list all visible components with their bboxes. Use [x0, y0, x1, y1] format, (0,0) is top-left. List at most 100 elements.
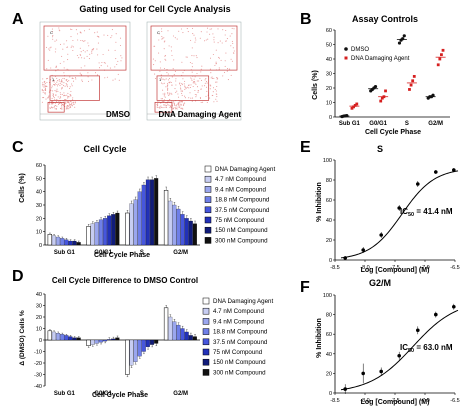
bar: [51, 331, 56, 341]
flow-event-dot: [111, 35, 113, 37]
flow-event-dot: [115, 41, 117, 43]
flow-event-dot: [52, 38, 54, 40]
bar: [154, 178, 159, 246]
flow-event-dot: [209, 57, 212, 59]
flow-event-dot: [74, 102, 76, 104]
flow-event-dot: [51, 100, 53, 103]
legend-marker-dmso: [344, 47, 348, 51]
x-tick-label: G2/M: [173, 391, 188, 397]
bar: [94, 339, 99, 344]
y-tick-label: 20: [326, 371, 332, 377]
flow-event-dot: [205, 86, 208, 88]
flow-event-dot: [154, 60, 156, 62]
flow-event-dot: [225, 29, 227, 32]
flow-event-dot: [174, 37, 176, 39]
flow-event-dot: [200, 31, 202, 33]
bar: [137, 191, 142, 246]
flow-event-dot: [199, 37, 201, 39]
flow-event-dot: [91, 79, 93, 81]
legend-swatch: [202, 369, 210, 376]
flow-event-dot: [160, 74, 162, 76]
bar: [141, 184, 146, 246]
y-tick-label: 40: [326, 352, 332, 358]
flow-event-dot: [46, 68, 48, 70]
data-point: [379, 233, 384, 237]
x-tick-label: -7.5: [390, 398, 399, 404]
flow-event-dot: [167, 73, 169, 75]
data-point: [343, 256, 348, 260]
flow-event-dot: [166, 86, 168, 88]
flow-event-dot: [43, 81, 46, 83]
flow-event-dot: [231, 33, 233, 35]
flow-event-dot: [212, 53, 214, 56]
bar: [188, 335, 193, 341]
y-tick-label: -40: [34, 384, 42, 390]
flow-event-dot: [71, 104, 73, 106]
flow-event-dot: [167, 79, 169, 81]
flow-event-dot: [181, 92, 183, 94]
flow-event-dot: [184, 85, 186, 87]
bar: [111, 214, 116, 246]
y-tick-label: 60: [326, 198, 332, 204]
bar: [98, 219, 103, 246]
legend-swatch: [202, 338, 210, 346]
flow-event-dot: [61, 83, 63, 85]
data-point: [352, 105, 355, 109]
flow-event-dot: [58, 83, 60, 85]
flow-event-dot: [162, 93, 164, 95]
flow-event-dot: [61, 105, 63, 107]
legend-swatch: [204, 196, 212, 203]
flow-event-dot: [67, 92, 69, 94]
flow-event-dot: [220, 59, 222, 61]
flow-event-dot: [56, 88, 58, 90]
flow-event-dot: [158, 39, 160, 41]
flow-event-dot: [209, 97, 211, 99]
flow-event-dot: [178, 104, 180, 106]
flow-event-dot: [177, 103, 179, 105]
flow-event-dot: [173, 102, 175, 104]
flow-event-dot: [70, 90, 72, 92]
flow-event-dot: [181, 84, 183, 86]
flow-event-dot: [233, 28, 235, 30]
flow-event-dot: [106, 76, 108, 78]
flow-event-dot: [96, 31, 98, 33]
flow-event-dot: [61, 106, 63, 108]
panel-b-title: Assay Controls: [352, 14, 418, 24]
flow-event-dot: [159, 107, 161, 109]
flow-event-dot: [214, 64, 216, 67]
flow-event-dot: [177, 93, 179, 95]
flow-event-dot: [193, 55, 195, 57]
flow-event-dot: [206, 27, 209, 29]
y-tick-label: 80: [326, 178, 332, 184]
panel-c-legend: DNA Damaging Agent 4.7 nM Compound 9.4 nM …: [204, 165, 275, 244]
flow-event-dot: [55, 101, 58, 103]
flow-event-dot: [49, 103, 51, 105]
flow-event-dot: [63, 67, 65, 69]
flow-event-dot: [97, 42, 99, 44]
flow-event-dot: [192, 33, 194, 35]
flow-event-dot: [96, 48, 98, 50]
flow-event-dot: [41, 89, 43, 91]
flow-event-dot: [112, 79, 114, 81]
flow-event-dot: [56, 83, 58, 86]
flow-event-dot: [62, 85, 65, 87]
flow-event-dot: [170, 92, 172, 94]
flow-event-dot: [165, 106, 168, 108]
flow-event-dot: [70, 46, 72, 48]
x-tick-label: -8.0: [360, 398, 369, 404]
gate-outline: [156, 75, 210, 101]
data-point: [436, 63, 440, 67]
flow-event-dot: [94, 32, 96, 34]
y-tick-label: 0: [39, 243, 42, 249]
flow-event-dot: [164, 58, 166, 60]
flow-event-dot: [215, 81, 217, 83]
y-tick-label: 30: [326, 72, 332, 78]
flow-event-dot: [167, 92, 169, 94]
flow-event-dot: [72, 77, 74, 80]
flow-event-dot: [53, 97, 55, 99]
flow-event-dot: [194, 37, 196, 39]
flow-event-dot: [217, 28, 219, 30]
flow-event-dot: [210, 77, 212, 79]
y-tick-label: 80: [326, 313, 332, 319]
